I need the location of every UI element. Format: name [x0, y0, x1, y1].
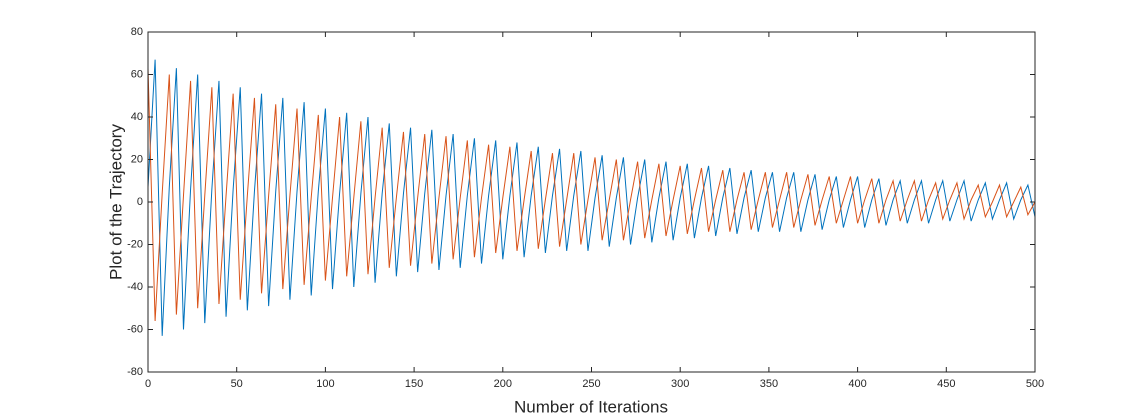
x-tick-label: 350 — [760, 378, 778, 390]
x-tick-label: 450 — [937, 378, 955, 390]
y-tick-label: 80 — [131, 26, 143, 38]
series-line — [147, 68, 1036, 322]
x-tick-label: 100 — [316, 378, 334, 390]
y-tick-label: 20 — [131, 153, 143, 165]
x-tick-label: 400 — [848, 378, 866, 390]
y-tick-label: 0 — [137, 196, 143, 208]
x-tick-label: 300 — [671, 378, 689, 390]
x-tick-label: 150 — [405, 378, 423, 390]
x-tick-label: 0 — [145, 378, 151, 390]
x-tick-label: 200 — [494, 378, 512, 390]
y-tick-label: -20 — [127, 238, 143, 250]
y-tick-label: -40 — [127, 281, 143, 293]
x-tick-label: 500 — [1026, 378, 1044, 390]
y-tick-label: -60 — [127, 323, 143, 335]
x-tick-label: 50 — [231, 378, 243, 390]
series-line — [147, 59, 1036, 336]
y-tick-label: 40 — [131, 111, 143, 123]
y-tick-label: -80 — [127, 366, 143, 378]
y-tick-label: 60 — [131, 68, 143, 80]
x-axis-label: Number of Iterations — [514, 397, 668, 416]
x-tick-label: 250 — [582, 378, 600, 390]
y-axis-label: Plot of the Trajectory — [106, 124, 125, 280]
